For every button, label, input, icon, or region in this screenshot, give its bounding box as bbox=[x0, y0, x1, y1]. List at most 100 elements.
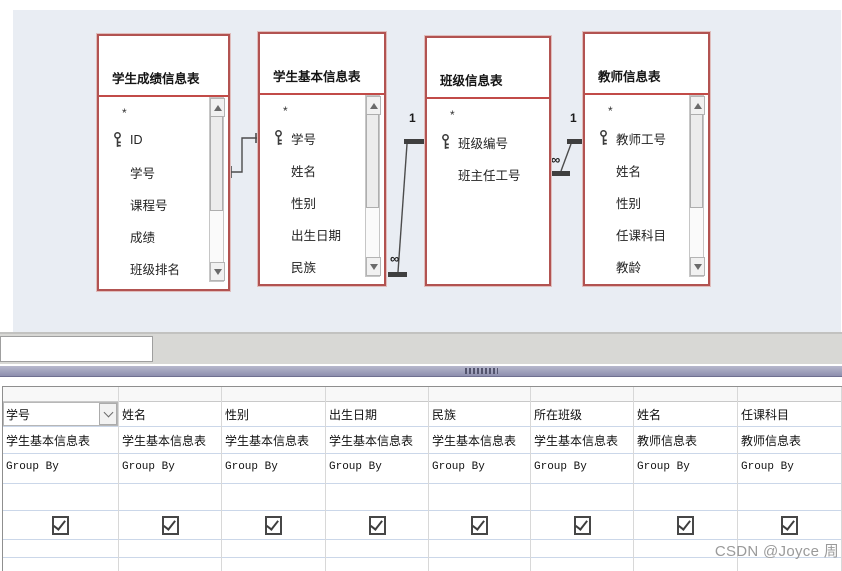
field-item-primary-key[interactable]: 学号 bbox=[260, 122, 384, 154]
horizontal-scrollbar-track[interactable] bbox=[0, 332, 842, 364]
table-card-class-info[interactable]: 班级信息表 * 班级编号 班主任工号 bbox=[425, 36, 551, 286]
table-scrollbar[interactable] bbox=[365, 95, 381, 277]
table-cell[interactable]: 教师信息表 bbox=[634, 427, 737, 454]
show-checkbox[interactable] bbox=[52, 515, 69, 535]
table-cell[interactable]: 学生基本信息表 bbox=[119, 427, 221, 454]
criteria-cell[interactable] bbox=[326, 540, 428, 558]
total-cell[interactable]: Group By bbox=[738, 454, 841, 484]
table-cell[interactable]: 教师信息表 bbox=[738, 427, 841, 454]
show-cell[interactable] bbox=[738, 511, 841, 540]
field-cell[interactable]: 姓名 bbox=[119, 402, 221, 427]
field-item[interactable]: 性别 bbox=[260, 186, 384, 218]
show-cell[interactable] bbox=[429, 511, 530, 540]
horizontal-scrollbar-thumb[interactable] bbox=[0, 336, 153, 362]
field-cell[interactable]: 学号 bbox=[3, 402, 118, 427]
criteria-cell[interactable] bbox=[429, 540, 530, 558]
table-card-teacher-info[interactable]: 教师信息表 * 教师工号 姓名 性别 任课科目 教龄 bbox=[583, 32, 710, 286]
scroll-up-button[interactable] bbox=[366, 96, 381, 115]
sort-cell[interactable] bbox=[634, 484, 737, 511]
field-item-asterisk[interactable]: * bbox=[260, 100, 384, 122]
show-checkbox[interactable] bbox=[471, 515, 488, 535]
table-cell[interactable]: 学生基本信息表 bbox=[429, 427, 530, 454]
column-selector[interactable] bbox=[3, 387, 118, 402]
field-dropdown-button[interactable] bbox=[99, 403, 117, 425]
field-cell[interactable]: 性别 bbox=[222, 402, 325, 427]
scrollbar-thumb[interactable] bbox=[366, 114, 379, 208]
criteria-cell[interactable] bbox=[222, 540, 325, 558]
show-checkbox[interactable] bbox=[161, 515, 179, 535]
criteria-cell[interactable] bbox=[3, 540, 118, 558]
column-selector[interactable] bbox=[738, 387, 841, 402]
or-cell[interactable] bbox=[3, 558, 118, 571]
total-cell[interactable]: Group By bbox=[531, 454, 633, 484]
field-item[interactable]: 任课科目 bbox=[585, 218, 708, 250]
field-cell[interactable]: 出生日期 bbox=[326, 402, 428, 427]
show-cell[interactable] bbox=[222, 511, 325, 540]
show-cell[interactable] bbox=[3, 511, 118, 540]
column-selector[interactable] bbox=[326, 387, 428, 402]
field-cell[interactable]: 任课科目 bbox=[738, 402, 841, 427]
total-cell[interactable]: Group By bbox=[222, 454, 325, 484]
total-cell[interactable]: Group By bbox=[3, 454, 118, 484]
field-item[interactable]: 班主任工号 bbox=[427, 158, 549, 190]
field-item-primary-key[interactable]: ID bbox=[99, 124, 228, 156]
scroll-down-button[interactable] bbox=[210, 262, 225, 281]
show-checkbox[interactable] bbox=[573, 515, 591, 535]
scroll-down-button[interactable] bbox=[690, 257, 705, 276]
sort-cell[interactable] bbox=[3, 484, 118, 511]
scroll-up-button[interactable] bbox=[210, 98, 225, 117]
field-cell[interactable]: 民族 bbox=[429, 402, 530, 427]
field-item-asterisk[interactable]: * bbox=[99, 102, 228, 124]
sort-cell[interactable] bbox=[531, 484, 633, 511]
show-checkbox[interactable] bbox=[677, 515, 694, 535]
column-selector[interactable] bbox=[222, 387, 325, 402]
or-cell[interactable] bbox=[326, 558, 428, 571]
field-item-asterisk[interactable]: * bbox=[585, 100, 708, 122]
field-item[interactable]: 成绩 bbox=[99, 220, 228, 252]
table-cell[interactable]: 学生基本信息表 bbox=[222, 427, 325, 454]
table-card-student-info[interactable]: 学生基本信息表 * 学号 姓名 性别 出生日期 民族 bbox=[258, 32, 386, 286]
field-item[interactable]: 班级排名 bbox=[99, 252, 228, 284]
scroll-up-button[interactable] bbox=[690, 96, 705, 115]
table-cell[interactable]: 学生基本信息表 bbox=[326, 427, 428, 454]
column-selector[interactable] bbox=[429, 387, 530, 402]
sort-cell[interactable] bbox=[222, 484, 325, 511]
table-card-student-scores[interactable]: 学生成绩信息表 * ID 学号 课程号 成绩 班级排名 bbox=[97, 34, 230, 291]
field-item[interactable]: 姓名 bbox=[585, 154, 708, 186]
or-cell[interactable] bbox=[429, 558, 530, 571]
total-cell[interactable]: Group By bbox=[326, 454, 428, 484]
field-cell[interactable]: 所在班级 bbox=[531, 402, 633, 427]
field-item[interactable]: 课程号 bbox=[99, 188, 228, 220]
table-cell[interactable]: 学生基本信息表 bbox=[531, 427, 633, 454]
scroll-down-button[interactable] bbox=[366, 257, 381, 276]
show-cell[interactable] bbox=[634, 511, 737, 540]
field-item[interactable]: 姓名 bbox=[260, 154, 384, 186]
field-item-asterisk[interactable]: * bbox=[427, 104, 549, 126]
sort-cell[interactable] bbox=[429, 484, 530, 511]
or-cell[interactable] bbox=[119, 558, 221, 571]
total-cell[interactable]: Group By bbox=[429, 454, 530, 484]
show-cell[interactable] bbox=[326, 511, 428, 540]
show-checkbox[interactable] bbox=[781, 515, 798, 535]
criteria-cell[interactable] bbox=[531, 540, 633, 558]
total-cell[interactable]: Group By bbox=[119, 454, 221, 484]
show-checkbox[interactable] bbox=[265, 515, 282, 535]
total-cell[interactable]: Group By bbox=[634, 454, 737, 484]
field-cell[interactable]: 姓名 bbox=[634, 402, 737, 427]
pane-splitter[interactable] bbox=[0, 366, 842, 377]
sort-cell[interactable] bbox=[738, 484, 841, 511]
column-selector[interactable] bbox=[119, 387, 221, 402]
scrollbar-thumb[interactable] bbox=[210, 116, 223, 212]
column-selector[interactable] bbox=[634, 387, 737, 402]
field-item[interactable]: 学号 bbox=[99, 156, 228, 188]
sort-cell[interactable] bbox=[326, 484, 428, 511]
or-cell[interactable] bbox=[531, 558, 633, 571]
or-cell[interactable] bbox=[222, 558, 325, 571]
show-cell[interactable] bbox=[119, 511, 221, 540]
table-cell[interactable]: 学生基本信息表 bbox=[3, 427, 118, 454]
table-scrollbar[interactable] bbox=[209, 97, 225, 282]
show-cell[interactable] bbox=[531, 511, 633, 540]
field-item-primary-key[interactable]: 班级编号 bbox=[427, 126, 549, 158]
column-selector[interactable] bbox=[531, 387, 633, 402]
criteria-cell[interactable] bbox=[119, 540, 221, 558]
